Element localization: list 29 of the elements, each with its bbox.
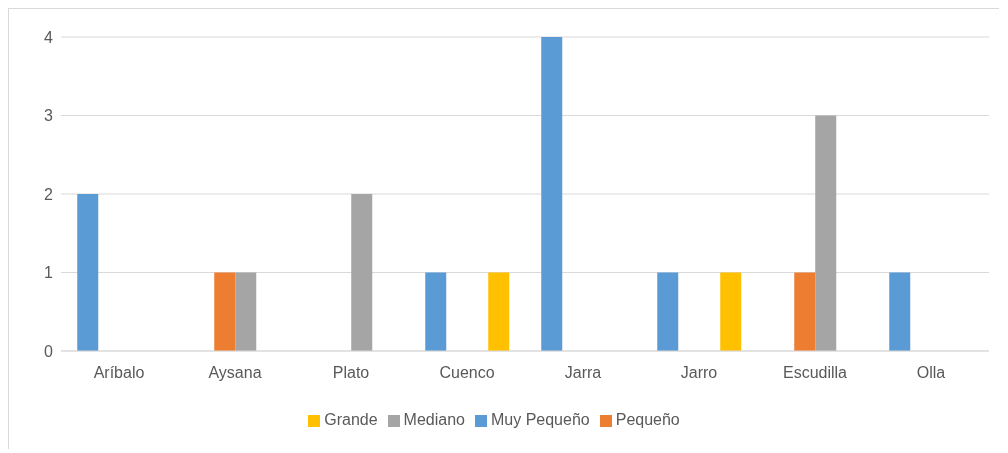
bar — [889, 272, 911, 351]
y-tick-label: 0 — [44, 342, 54, 360]
x-tick-label: Jarro — [680, 364, 718, 382]
x-tick-label: Escudilla — [782, 364, 848, 382]
legend-label: Grande — [324, 411, 378, 428]
bar — [541, 37, 563, 351]
y-tick-label: 1 — [44, 264, 54, 282]
bar — [351, 194, 373, 351]
bar — [425, 272, 447, 351]
x-tick-label: Aríbalo — [93, 364, 145, 382]
bar — [794, 272, 816, 351]
bar — [657, 272, 679, 351]
legend-label: Mediano — [403, 411, 465, 428]
bar — [214, 272, 236, 351]
x-tick-label: Olla — [916, 364, 946, 382]
x-tick-label: Jarra — [564, 364, 602, 382]
y-tick-label: 4 — [44, 28, 54, 46]
bar — [488, 272, 510, 351]
bar — [235, 272, 257, 351]
x-tick-label: Cuenco — [439, 364, 495, 382]
bar — [720, 272, 742, 351]
bar — [77, 194, 99, 351]
legend-label: Muy Pequeño — [490, 411, 590, 428]
bar — [815, 115, 837, 351]
x-tick-label: Aysana — [208, 364, 262, 382]
y-tick-label: 2 — [44, 185, 54, 203]
legend-label: Pequeño — [615, 411, 680, 428]
x-tick-label: Plato — [332, 364, 370, 382]
y-tick-label: 3 — [44, 107, 54, 125]
